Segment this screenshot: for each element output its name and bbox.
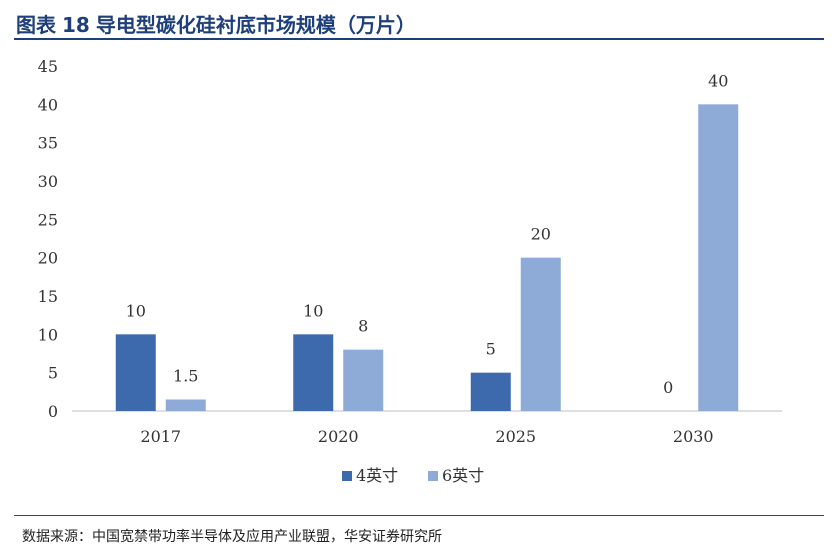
- data-label: 10: [126, 301, 146, 320]
- y-tick-label: 45: [38, 57, 58, 76]
- data-label: 8: [358, 317, 368, 336]
- y-tick-label: 5: [48, 364, 58, 383]
- chart-title: 图表 18 导电型碳化硅衬底市场规模（万片）: [16, 9, 416, 38]
- y-tick-label: 25: [38, 210, 58, 229]
- data-label: 10: [303, 301, 323, 320]
- x-tick-label: 2020: [318, 427, 359, 446]
- x-tick-label: 2017: [140, 427, 181, 446]
- legend-label: 4英寸: [356, 466, 398, 485]
- data-label: 5: [486, 340, 496, 359]
- figure-number: 18: [62, 13, 90, 37]
- bar-series-b: [343, 349, 384, 411]
- legend-swatch: [428, 471, 438, 481]
- source-note: 数据来源：中国宽禁带功率半导体及应用产业联盟，华安证券研究所: [22, 529, 442, 545]
- legend-swatch: [342, 471, 352, 481]
- data-label: 40: [708, 71, 728, 90]
- y-tick-label: 35: [38, 134, 58, 153]
- bar-series-a: [115, 334, 156, 411]
- legend-label: 6英寸: [442, 466, 484, 485]
- x-tick-label: 2030: [673, 427, 714, 446]
- x-tick-label: 2025: [495, 427, 536, 446]
- data-label: 0: [663, 378, 673, 397]
- bar-series-b: [698, 104, 739, 411]
- y-tick-label: 20: [38, 249, 58, 268]
- footer-divider: [14, 515, 824, 516]
- y-tick-label: 15: [38, 287, 58, 306]
- bar-series-b: [520, 257, 561, 411]
- figure-label: 图表: [16, 13, 56, 37]
- header: 图表 18 导电型碳化硅衬底市场规模（万片）: [14, 6, 824, 40]
- bar-series-a: [293, 334, 334, 411]
- data-label: 20: [531, 225, 551, 244]
- y-tick-label: 0: [48, 402, 58, 421]
- bar-series-a: [470, 372, 511, 411]
- figure-title-text: 导电型碳化硅衬底市场规模（万片）: [95, 13, 416, 37]
- bar-series-b: [165, 399, 206, 411]
- y-tick-label: 10: [38, 325, 58, 344]
- y-tick-label: 30: [38, 172, 58, 191]
- y-tick-label: 40: [38, 95, 58, 114]
- data-label: 1.5: [173, 367, 198, 386]
